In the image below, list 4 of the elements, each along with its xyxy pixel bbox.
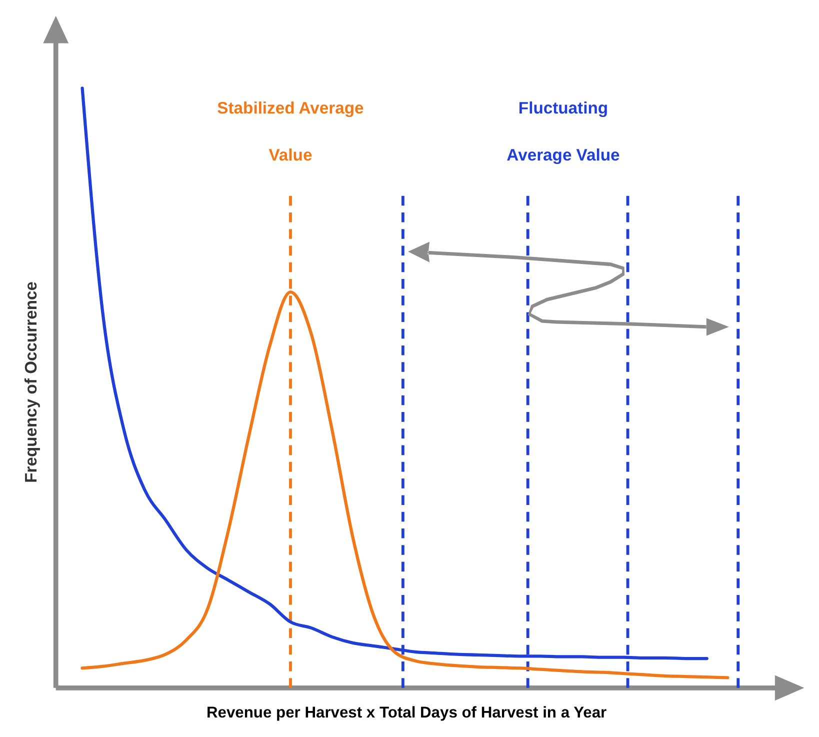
- text: Fluctuating Average Value: [506, 98, 620, 165]
- x-axis-title: Revenue per Harvest x Total Days of Harvest in a Year: [206, 704, 607, 722]
- text: Stabilized Average Value: [217, 98, 364, 165]
- y-axis-title: Frequency of Occurrence: [21, 281, 40, 483]
